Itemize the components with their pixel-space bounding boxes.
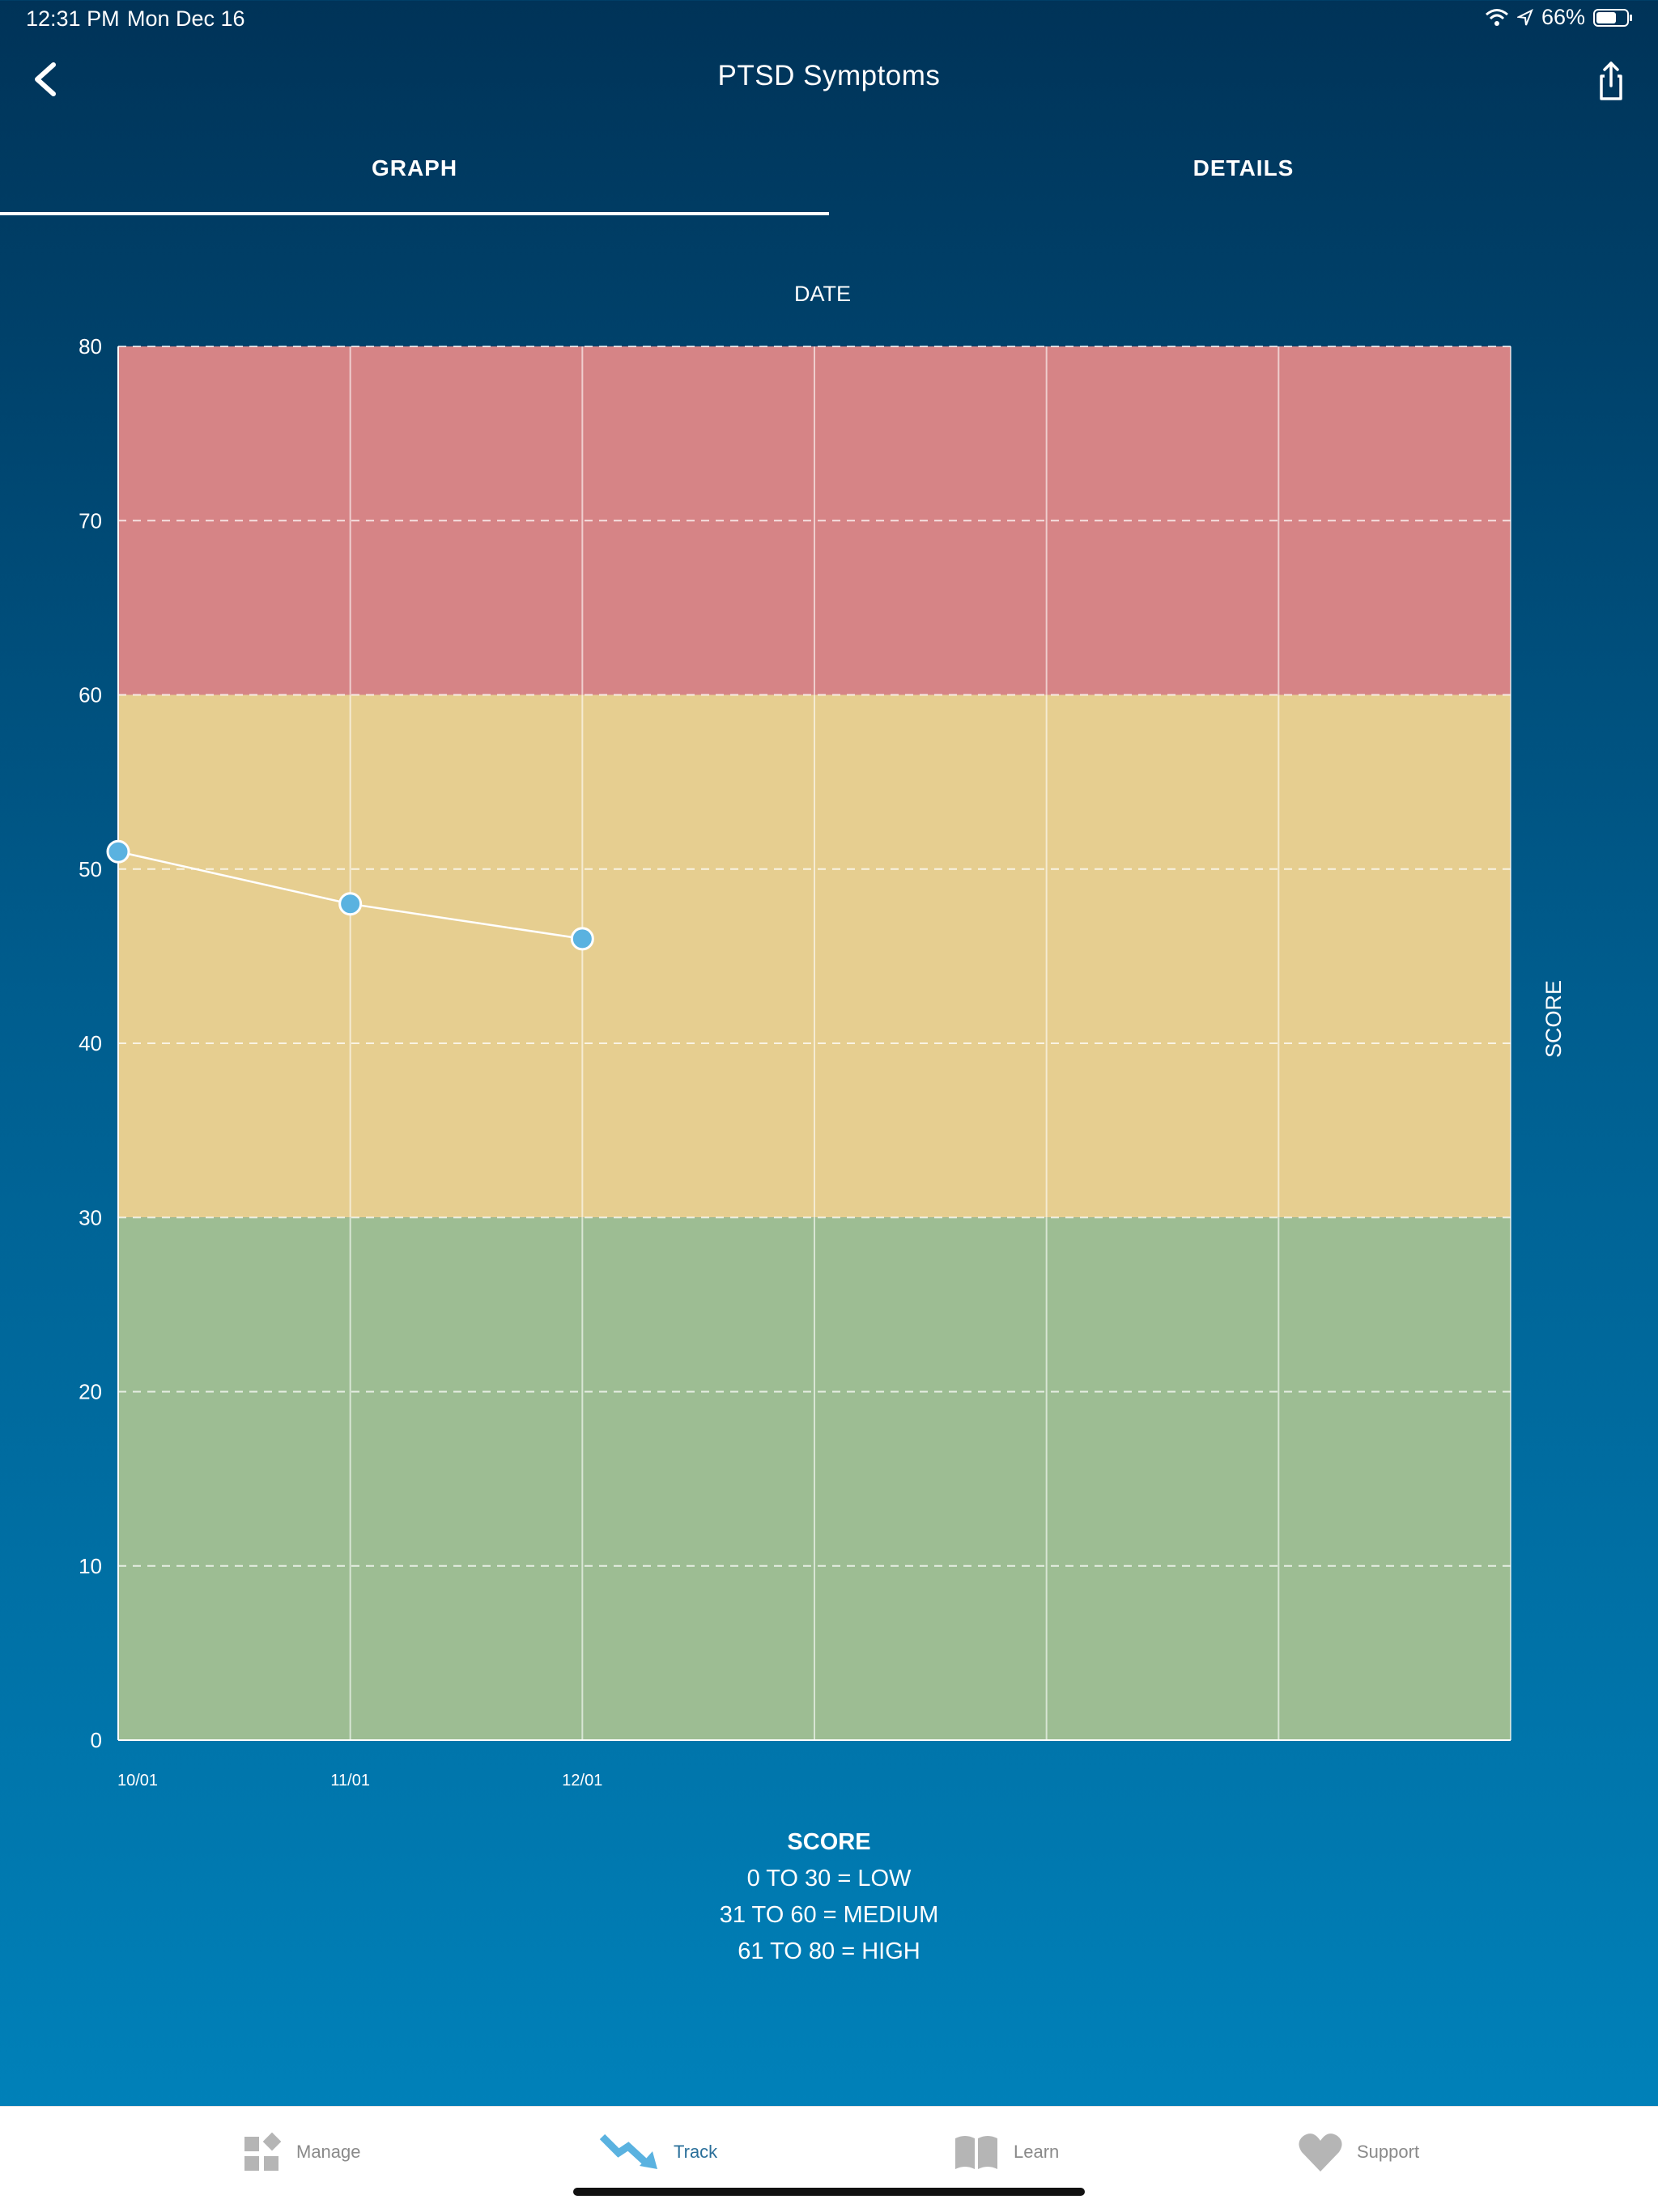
page-title: PTSD Symptoms [717, 60, 941, 91]
y-tick-label: 50 [79, 857, 102, 881]
location-arrow-icon [1516, 8, 1533, 25]
book-icon [955, 2136, 997, 2169]
score-legend: SCORE 0 TO 30 = LOW 31 TO 60 = MEDIUM 61… [0, 1824, 1658, 1970]
y-tick-label: 10 [79, 1554, 102, 1578]
y-tick-label: 40 [79, 1031, 102, 1055]
wifi-icon [1485, 8, 1508, 26]
x-tick-label: 10/01 [117, 1772, 158, 1790]
tabbar-label-track: Track [674, 2142, 718, 2162]
home-indicator [573, 2188, 1085, 2196]
data-point [106, 839, 130, 864]
chevron-left-icon [35, 62, 56, 96]
bottom-tab-bar: Manage Track Learn Support [0, 2106, 1658, 2212]
tabbar-item-track[interactable]: Track [599, 2128, 717, 2176]
y-tick-label: 30 [79, 1205, 102, 1229]
legend-line-low: 0 TO 30 = LOW [746, 1866, 912, 1891]
tabbar-label-support: Support [1357, 2142, 1420, 2162]
data-point [338, 892, 363, 916]
share-icon [1600, 62, 1622, 100]
tab-details[interactable]: DETAILS [1192, 155, 1295, 180]
battery-percent: 66% [1541, 5, 1585, 29]
back-button[interactable] [23, 55, 71, 104]
status-date: Mon Dec 16 [127, 6, 245, 31]
heart-icon [1299, 2133, 1342, 2172]
battery-icon [1593, 8, 1632, 27]
share-button[interactable] [1587, 57, 1635, 105]
tabbar-item-manage[interactable]: Manage [243, 2128, 361, 2176]
status-bar: 12:31 PM Mon Dec 16 66% [0, 0, 1658, 39]
legend-line-high: 61 TO 80 = HIGH [738, 1938, 920, 1964]
active-tab-indicator [0, 212, 829, 215]
status-time: 12:31 PM [26, 6, 120, 31]
legend-title: SCORE [787, 1829, 871, 1855]
track-icon [599, 2133, 657, 2169]
y-tick-label: 20 [79, 1380, 102, 1404]
y-tick-label: 60 [79, 683, 102, 707]
y-tick-label: 70 [79, 508, 102, 533]
tabbar-item-support[interactable]: Support [1297, 2128, 1419, 2176]
tab-graph[interactable]: GRAPH [371, 155, 458, 180]
x-tick-label: 12/01 [562, 1772, 602, 1790]
nav-bar: PTSD Symptoms [0, 39, 1658, 120]
y-tick-label: 0 [91, 1728, 102, 1752]
y-axis-label: SCORE [1541, 980, 1566, 1058]
data-point [570, 927, 594, 951]
tabbar-item-learn[interactable]: Learn [952, 2128, 1059, 2176]
chart-title: DATE [794, 282, 851, 306]
x-tick-label: 11/01 [330, 1772, 370, 1790]
status-right: 66% [1485, 5, 1634, 30]
manage-icon [244, 2132, 282, 2171]
y-tick-label: 80 [79, 334, 102, 359]
tabbar-label-manage: Manage [296, 2142, 361, 2162]
segmented-tabs: GRAPH DETAILS [0, 120, 1658, 217]
tabbar-label-learn: Learn [1014, 2142, 1060, 2162]
legend-line-medium: 31 TO 60 = MEDIUM [719, 1902, 939, 1928]
score-chart: DATE 0 10 20 30 40 50 60 70 80 10/01 11/01 12/01 SCOR… [79, 282, 1566, 1790]
